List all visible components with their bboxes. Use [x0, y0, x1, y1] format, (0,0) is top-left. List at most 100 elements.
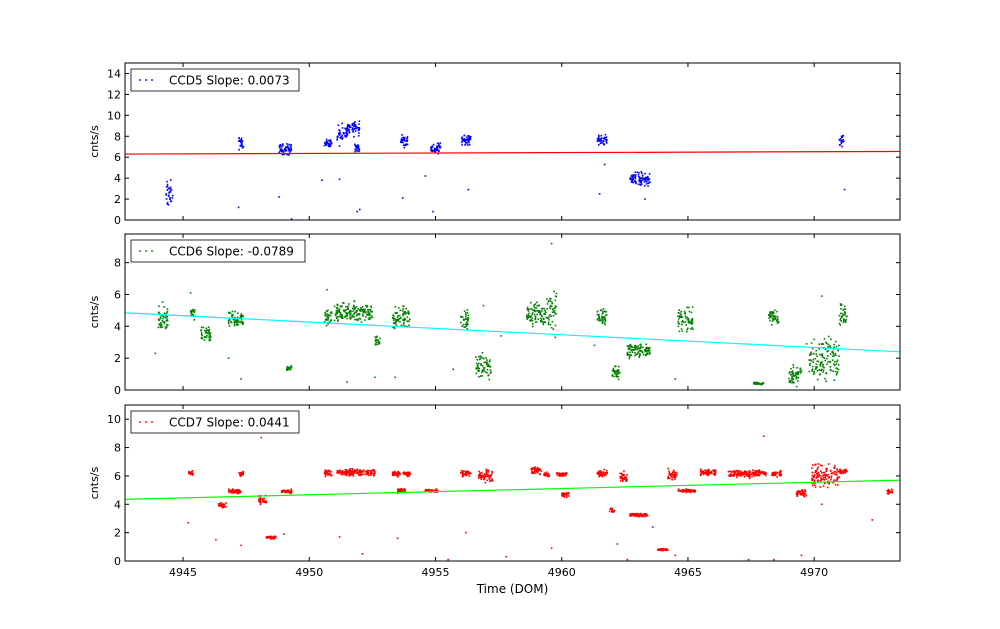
- y-tick-label: 6: [114, 288, 121, 301]
- data-point: [776, 316, 779, 318]
- data-point: [739, 472, 742, 474]
- data-point: [287, 144, 289, 147]
- data-point: [619, 477, 622, 479]
- data-point: [220, 501, 222, 504]
- data-point: [231, 310, 234, 313]
- data-point: [627, 346, 630, 348]
- data-point: [404, 313, 407, 315]
- data-point: [599, 472, 602, 475]
- data-point: [681, 320, 684, 322]
- data-point: [463, 138, 465, 140]
- data-point: [354, 311, 357, 314]
- data-point: [215, 538, 217, 541]
- data-point: [335, 314, 337, 317]
- data-point: [536, 469, 538, 472]
- data-point: [242, 323, 244, 325]
- data-point: [347, 308, 349, 310]
- data-point: [330, 141, 332, 144]
- data-point: [398, 317, 401, 320]
- data-point: [538, 309, 540, 312]
- data-point: [355, 306, 358, 308]
- data-point: [815, 477, 818, 479]
- data-point: [354, 125, 357, 128]
- data-point: [532, 471, 535, 473]
- data-point: [403, 319, 405, 322]
- data-point: [555, 313, 557, 315]
- data-point: [192, 314, 195, 316]
- data-point: [799, 368, 801, 370]
- data-point: [640, 343, 642, 346]
- data-point: [191, 310, 193, 313]
- data-point: [353, 316, 356, 318]
- data-point: [189, 292, 192, 294]
- data-point: [667, 477, 669, 480]
- data-point: [690, 311, 693, 314]
- data-point: [352, 471, 354, 474]
- data-point: [684, 312, 686, 315]
- data-point: [811, 365, 814, 368]
- data-point: [764, 472, 767, 475]
- data-point: [603, 318, 606, 321]
- data-point: [841, 316, 843, 319]
- data-point: [761, 472, 764, 474]
- legend-box: [130, 239, 306, 263]
- data-point: [483, 367, 485, 369]
- data-point: [491, 472, 493, 474]
- data-point: [534, 467, 537, 470]
- data-point: [208, 337, 211, 339]
- data-point: [283, 489, 285, 491]
- data-point: [236, 490, 239, 493]
- data-point: [678, 309, 680, 311]
- data-point: [708, 473, 711, 475]
- data-point: [614, 370, 616, 372]
- data-point: [285, 149, 288, 152]
- data-point: [779, 475, 782, 477]
- data-point: [677, 490, 680, 492]
- data-point: [674, 476, 677, 479]
- data-point: [633, 346, 636, 348]
- data-point: [371, 469, 374, 471]
- data-point: [403, 137, 406, 140]
- data-point: [834, 353, 837, 355]
- data-point: [886, 492, 889, 495]
- data-point: [203, 329, 206, 332]
- data-point: [634, 181, 637, 183]
- data-point: [232, 489, 234, 492]
- data-point: [357, 145, 360, 148]
- data-point: [242, 315, 244, 317]
- data-point: [486, 363, 488, 366]
- data-point: [537, 470, 540, 472]
- data-point: [734, 472, 736, 474]
- data-point: [635, 514, 637, 517]
- data-point: [563, 495, 566, 497]
- data-point: [338, 132, 341, 134]
- data-point: [486, 472, 488, 474]
- data-point: [792, 382, 794, 384]
- legend: CCD6 Slope: -0.0789: [130, 239, 306, 263]
- data-point: [773, 309, 776, 311]
- data-point: [201, 334, 203, 337]
- data-point: [605, 314, 608, 316]
- data-point: [748, 470, 751, 472]
- data-point: [220, 504, 223, 506]
- data-point: [356, 468, 359, 471]
- y-tick-label: 10: [107, 109, 121, 122]
- data-point: [713, 470, 715, 472]
- data-point: [392, 314, 394, 316]
- data-point: [232, 492, 234, 494]
- data-point: [345, 315, 347, 317]
- data-point: [548, 319, 550, 321]
- data-point: [539, 473, 541, 476]
- data-point: [337, 315, 340, 318]
- data-point: [816, 472, 818, 475]
- data-point: [597, 317, 600, 320]
- data-point: [466, 324, 468, 326]
- data-point: [561, 493, 563, 495]
- data-point: [402, 313, 404, 315]
- data-point: [687, 489, 689, 492]
- data-point: [288, 148, 290, 151]
- data-point: [837, 364, 840, 366]
- data-point: [406, 472, 408, 474]
- data-point: [625, 476, 627, 478]
- data-point: [812, 482, 814, 484]
